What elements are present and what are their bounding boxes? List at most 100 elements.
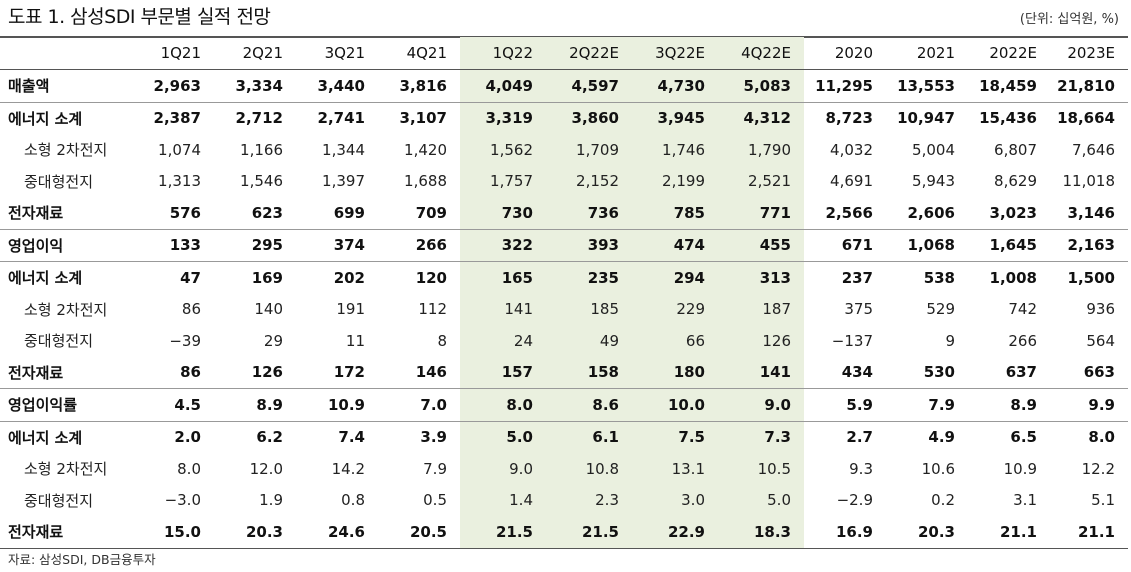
table-cell: 22.9 [632, 516, 718, 549]
table-cell: 2,963 [153, 76, 201, 95]
row-label: 소형 2차전지 [24, 300, 108, 319]
table-cell: 1,397 [322, 172, 365, 191]
table-cell: 266 [1008, 331, 1037, 350]
table-cell: 20.3 [886, 516, 968, 549]
table-cell: 172 [333, 363, 365, 382]
row-label: 중대형전지 [24, 491, 94, 510]
column-header: 1Q21 [132, 37, 214, 70]
table-body: 매출액 2,963 3,334 3,440 3,816 4,049 4,597 4,730 5,… [0, 69, 1128, 549]
table-cell: 191 [336, 300, 365, 319]
table-cell: 126 [251, 363, 283, 382]
table-cell: 375 [844, 300, 873, 319]
table-cell: 5.0 [460, 420, 546, 453]
row-label: 에너지 소계 [0, 101, 132, 134]
table-cell: 6.2 [214, 420, 296, 453]
table-cell: 21,810 [1057, 76, 1115, 95]
table-cell: 1,645 [968, 228, 1050, 262]
table-cell: 21.5 [546, 516, 632, 549]
table-cell: 4,032 [830, 140, 873, 159]
table-row: 소형 2차전지 8.0 12.0 14.2 7.9 9.0 10.8 13.1 10.5 9.3 1… [0, 453, 1128, 485]
table-cell: −2.9 [836, 491, 873, 510]
row-label: 소형 2차전지 [24, 141, 108, 160]
table-cell: 3,107 [378, 101, 460, 134]
table-cell: 14.2 [331, 459, 365, 478]
table-cell: 21.1 [968, 516, 1050, 549]
row-label: 전자재료 [8, 363, 64, 382]
table-cell: 10,947 [886, 101, 968, 134]
row-label: 중대형전지 [24, 172, 94, 191]
column-header: 2023E [1050, 37, 1128, 70]
table-cell: 2,152 [546, 165, 632, 197]
row-label: 에너지 소계 [0, 261, 132, 294]
table-cell: 699 [333, 203, 365, 222]
table-cell: 158 [546, 356, 632, 389]
table-cell: 126 [718, 325, 804, 357]
table-cell: 4,691 [830, 172, 873, 191]
table-cell: 3,440 [317, 76, 365, 95]
table-cell: 66 [632, 325, 718, 357]
table-cell: 3,816 [399, 76, 447, 95]
table-cell: 730 [460, 197, 546, 229]
table-cell: 1.4 [460, 484, 546, 516]
table-cell: 24.6 [296, 516, 378, 549]
table-cell: 229 [632, 293, 718, 325]
table-cell: 9.3 [849, 459, 873, 478]
table-cell: 5,083 [718, 69, 804, 102]
table-cell: 1,746 [632, 134, 718, 166]
table-cell: 529 [926, 300, 955, 319]
table-cell: 9.0 [460, 453, 546, 485]
table-cell: 5.1 [1091, 491, 1115, 510]
table-cell: 8 [437, 331, 447, 350]
table-cell: 5.0 [718, 484, 804, 516]
table-cell: 576 [169, 203, 201, 222]
table-cell: 455 [718, 228, 804, 262]
table-cell: 235 [546, 261, 632, 294]
column-header: 3Q21 [296, 37, 378, 70]
table-row: 중대형전지 −3.0 1.9 0.8 0.5 1.4 2.3 3.0 5.0 −2.9 0.2 3.1… [0, 484, 1128, 516]
table-cell: 11,295 [815, 76, 873, 95]
table-row: 중대형전지 1,313 1,546 1,397 1,688 1,757 2,152 2,199… [0, 165, 1128, 197]
column-header: 2021 [886, 37, 968, 70]
table-cell: 2,199 [632, 165, 718, 197]
table-cell: 29 [263, 331, 283, 350]
table-cell: 15,436 [968, 101, 1050, 134]
table-cell: 295 [214, 228, 296, 262]
table-cell: 8.6 [546, 388, 632, 421]
table-cell: 3.1 [1013, 491, 1037, 510]
table-cell: 3,334 [235, 76, 283, 95]
table-cell: 21.5 [460, 516, 546, 549]
table-cell: 1,688 [404, 172, 447, 191]
table-cell: 2,712 [214, 101, 296, 134]
table-cell: −3.0 [164, 491, 201, 510]
table-cell: 120 [378, 261, 460, 294]
table-cell: 1,068 [886, 228, 968, 262]
table-cell: 742 [1008, 300, 1037, 319]
column-header: 4Q22E [718, 37, 804, 70]
table-cell: 8.9 [968, 388, 1050, 421]
table-cell: 393 [546, 228, 632, 262]
table-row: 매출액 2,963 3,334 3,440 3,816 4,049 4,597 4,730 5,… [0, 69, 1128, 102]
table-row: 에너지 소계 2.0 6.2 7.4 3.9 5.0 6.1 7.5 7.3 2.7 4.9 6.5 8… [0, 420, 1128, 453]
table-cell: 2.0 [132, 420, 214, 453]
table-cell: 12.0 [249, 459, 283, 478]
table-cell: 0.5 [423, 491, 447, 510]
table-cell: 434 [841, 363, 873, 382]
table-row: 전자재료 86 126 172 146 157 158 180 141 434 530 637 663 [0, 356, 1128, 389]
row-label: 에너지 소계 [0, 420, 132, 453]
table-cell: 13,553 [897, 76, 955, 95]
table-cell: 8,629 [994, 172, 1037, 191]
table-cell: 1,008 [968, 261, 1050, 294]
table-cell: 1,420 [404, 140, 447, 159]
row-label: 중대형전지 [24, 332, 94, 351]
table-cell: 24 [460, 325, 546, 357]
row-label: 영업이익 [0, 228, 132, 262]
table-cell: 49 [546, 325, 632, 357]
table-cell: 3,860 [546, 101, 632, 134]
table-cell: 936 [1086, 300, 1115, 319]
table-cell: 141 [460, 293, 546, 325]
table-cell: 169 [214, 261, 296, 294]
table-cell: 10.5 [718, 453, 804, 485]
column-header: 2020 [804, 37, 886, 70]
table-cell: 10.9 [296, 388, 378, 421]
